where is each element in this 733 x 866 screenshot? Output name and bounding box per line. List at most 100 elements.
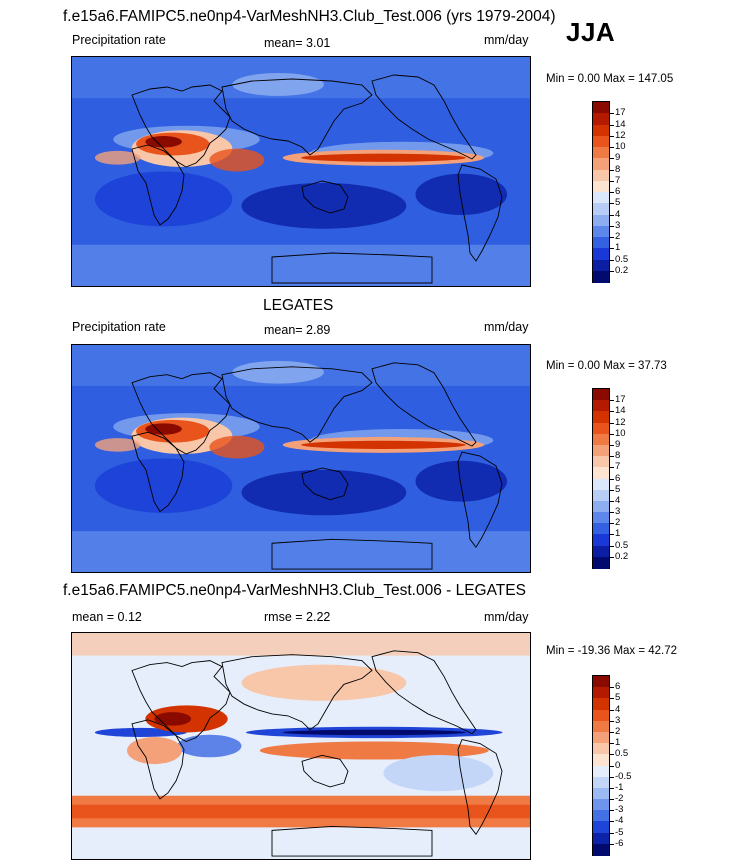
colorbar-swatch <box>593 765 609 778</box>
colorbar-tick <box>610 832 614 834</box>
colorbar-swatch <box>593 124 609 137</box>
colorbar-swatch <box>593 389 609 401</box>
colorbar-swatch <box>593 500 609 513</box>
colorbar-tick <box>610 124 614 126</box>
colorbar-tick <box>610 687 614 689</box>
colorbar-tick-label: 2 <box>615 231 621 242</box>
colorbar-tick <box>610 765 614 767</box>
colorbar-tick <box>610 270 614 272</box>
coastlines <box>131 362 503 570</box>
colorbar-tick-label: 4 <box>615 703 621 715</box>
panel-2-units-label: mm/day <box>484 320 529 334</box>
colorbar-tick <box>610 180 614 182</box>
colorbar-tick-label: 9 <box>615 152 621 164</box>
colorbar-tick-label: 5 <box>615 483 621 495</box>
panel-2-variable-label: Precipitation rate <box>72 320 166 334</box>
colorbar-swatch <box>593 203 609 215</box>
colorbar-swatch <box>593 422 609 435</box>
colorbar-tick-label: 5 <box>615 197 621 209</box>
colorbar-tick-label: 1 <box>615 737 621 749</box>
colorbar-tick-label: 10 <box>615 141 626 152</box>
coastlines <box>131 74 503 284</box>
colorbar-swatch <box>593 821 609 834</box>
colorbar-tick-label: 17 <box>615 107 626 119</box>
colorbar-tick-label: 17 <box>615 394 626 406</box>
colorbar-tick <box>610 787 614 789</box>
colorbar-swatch <box>593 810 609 822</box>
colorbar-tick-label: 9 <box>615 438 621 450</box>
colorbar-tick <box>610 843 614 845</box>
colorbar-tick-label: 10 <box>615 427 626 439</box>
panel-2-map <box>71 344 531 573</box>
colorbar-tick-label: -4 <box>615 815 624 827</box>
colorbar-tick <box>610 489 614 491</box>
colorbar-tick-label: -0.5 <box>615 770 632 782</box>
colorbar-tick <box>610 512 614 514</box>
colorbar-swatch <box>593 512 609 524</box>
colorbar-tick <box>610 556 614 558</box>
colorbar-tick <box>610 799 614 801</box>
colorbar-swatch <box>593 180 609 193</box>
colorbar-swatch <box>593 169 609 182</box>
colorbar-tick-label: 0.5 <box>615 748 629 760</box>
colorbar-tick <box>610 754 614 756</box>
colorbar-tick-label: -6 <box>615 837 624 849</box>
colorbar-swatch <box>593 248 609 260</box>
colorbar-tick <box>610 433 614 435</box>
colorbar-swatch <box>593 214 609 227</box>
colorbar-swatch <box>593 754 609 766</box>
colorbar-tick <box>610 135 614 137</box>
panel-1-variable-label: Precipitation rate <box>72 33 166 47</box>
colorbar-tick-label: 2 <box>615 725 621 737</box>
colorbar-tick <box>610 810 614 812</box>
colorbar-tick-label: -3 <box>615 804 624 816</box>
map-field <box>72 57 530 286</box>
colorbar-swatch <box>593 843 609 856</box>
colorbar-tick <box>610 259 614 261</box>
colorbar-swatch <box>593 799 609 811</box>
panel-1-colorbar: 17 14 12 10 9 8 7 6 5 4 3 2 1 0.5 0.2 <box>592 101 628 283</box>
colorbar-swatch <box>593 687 609 699</box>
colorbar-swatch <box>593 147 609 159</box>
panel-1-units-label: mm/day <box>484 33 529 47</box>
panel-3-rmse-label: rmse = 2.22 <box>264 610 331 624</box>
colorbar-tick-label: 3 <box>615 506 621 518</box>
colorbar-tick-label: 3 <box>615 714 621 726</box>
colorbar-tick <box>610 776 614 778</box>
panel-3-colorbar: 6 5 4 3 2 1 0.5 0 -0.5 -1 -2 -3 -4 -5 -6 <box>592 675 631 856</box>
panel-2-mean-label: mean= 2.89 <box>264 323 331 337</box>
colorbar-swatch <box>593 270 609 283</box>
colorbar-swatch <box>593 534 609 547</box>
colorbar-tick-label: 7 <box>615 461 621 473</box>
colorbar-tick-label: 7 <box>615 174 621 186</box>
colorbar-swatch <box>593 158 609 170</box>
colorbar-tick <box>610 400 614 402</box>
colorbar-tick-label: 6 <box>615 681 621 693</box>
colorbar-tick-label: 1 <box>615 528 621 540</box>
colorbar-swatch <box>593 400 609 412</box>
colorbar-tick-label: 2 <box>615 517 621 529</box>
colorbar-tick <box>610 237 614 238</box>
colorbar-swatch <box>593 731 609 744</box>
colorbar-tick <box>610 248 614 250</box>
colorbar-tick-label: 5 <box>615 692 621 704</box>
colorbar-swatch <box>593 523 609 535</box>
colorbar-tick <box>610 147 614 148</box>
panel-1-mean-label: mean= 3.01 <box>264 36 331 50</box>
colorbar-tick-label: 8 <box>615 163 621 175</box>
season-label: JJA <box>566 17 616 47</box>
colorbar-tick <box>610 467 614 469</box>
colorbar-tick <box>610 192 614 193</box>
panel-3-title: f.e15a6.FAMIPC5.ne0np4-VarMeshNH3.Club_T… <box>63 582 526 599</box>
colorbar-swatch <box>593 456 609 468</box>
colorbar-tick <box>610 203 614 205</box>
colorbar-swatch <box>593 832 609 845</box>
colorbar-tick-label: 12 <box>615 129 626 141</box>
colorbar-tick <box>610 523 614 525</box>
colorbar-tick <box>610 731 614 733</box>
colorbar-tick <box>610 720 614 722</box>
panel-1-map <box>71 56 531 287</box>
colorbar-swatch <box>593 676 609 688</box>
colorbar-tick-label: 0.5 <box>615 253 629 265</box>
colorbar-tick-label: -1 <box>615 781 624 793</box>
